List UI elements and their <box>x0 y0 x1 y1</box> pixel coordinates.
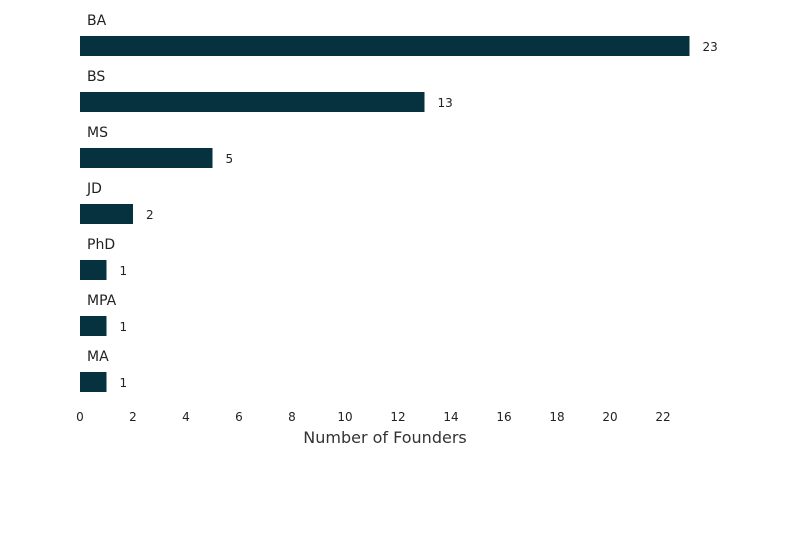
category-label-ma: MA <box>87 349 109 365</box>
x-axis-ticks: 0 2 4 6 8 10 12 14 16 18 20 22 <box>76 410 670 424</box>
bar-phd <box>80 260 107 280</box>
x-tick-label: 12 <box>390 410 405 424</box>
category-label-ms: MS <box>87 125 108 141</box>
x-tick-label: 16 <box>496 410 511 424</box>
value-label-ms: 5 <box>226 152 234 166</box>
x-tick-label: 4 <box>182 410 190 424</box>
x-axis-title: Number of Founders <box>303 428 466 447</box>
x-tick-label: 18 <box>549 410 564 424</box>
bar-jd <box>80 204 133 224</box>
value-label-bs: 13 <box>438 96 453 110</box>
value-label-phd: 1 <box>120 264 128 278</box>
bar-ms <box>80 148 213 168</box>
category-label-ba: BA <box>87 13 107 29</box>
category-label-phd: PhD <box>87 237 115 253</box>
category-label-jd: JD <box>86 181 102 197</box>
x-tick-label: 20 <box>602 410 617 424</box>
x-tick-label: 14 <box>443 410 458 424</box>
bar-mpa <box>80 316 107 336</box>
category-label-bs: BS <box>87 69 105 85</box>
x-tick-label: 2 <box>129 410 137 424</box>
bar-bs <box>80 92 425 112</box>
x-tick-label: 8 <box>288 410 296 424</box>
x-tick-label: 6 <box>235 410 243 424</box>
bar-ma <box>80 372 107 392</box>
value-label-jd: 2 <box>146 208 154 222</box>
value-label-ma: 1 <box>120 376 128 390</box>
bar-ba <box>80 36 690 56</box>
category-label-mpa: MPA <box>87 293 117 309</box>
value-label-ba: 23 <box>703 40 718 54</box>
x-tick-label: 10 <box>337 410 352 424</box>
value-label-mpa: 1 <box>120 320 128 334</box>
x-tick-label: 22 <box>655 410 670 424</box>
x-tick-label: 0 <box>76 410 84 424</box>
